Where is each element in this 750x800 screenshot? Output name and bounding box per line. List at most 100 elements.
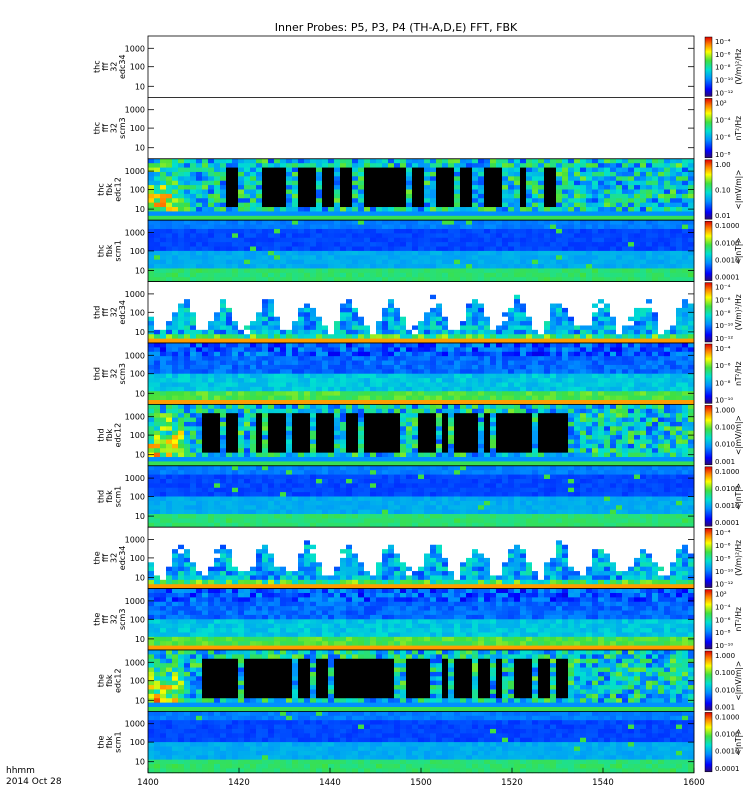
colorbar-unit: nT²/Hz	[734, 116, 743, 141]
colorbar-tick-label: 0.01	[715, 212, 731, 220]
panel-label-line: fbk	[105, 735, 114, 748]
panel-background	[148, 97, 694, 159]
colorbar-tick-label: 10⁻⁶	[715, 362, 731, 370]
y-tick-label: 100	[130, 124, 145, 133]
y-tick-label: 1000	[125, 597, 145, 606]
colorbar-tick-label: 0.001	[715, 703, 735, 711]
colorbar-tick-label: 10⁻¹⁰	[715, 642, 733, 650]
chart-title: Inner Probes: P5, P3, P4 (TH-A,D,E) FFT,…	[275, 21, 518, 34]
panel-label-line: the	[92, 551, 101, 564]
y-tick-label: 100	[130, 738, 145, 747]
y-tick-label: 100	[130, 554, 145, 563]
x-tick-label: 1420	[228, 778, 250, 788]
colorbar	[704, 282, 713, 343]
y-tick-label: 10	[135, 696, 145, 705]
panel-label-line: fff	[101, 62, 110, 71]
panel-label-line: fff	[101, 124, 110, 133]
spectrogram-image	[148, 158, 695, 221]
panel-label-line: edc34	[118, 300, 127, 325]
colorbar-tick-label: 0.0010	[715, 257, 740, 265]
y-tick-label: 100	[130, 308, 145, 317]
y-tick-label: 10	[135, 267, 145, 276]
colorbar-tick-label: 1.000	[715, 652, 735, 660]
y-tick-label: 10	[135, 635, 145, 644]
panel-label-line: scm1	[114, 486, 123, 507]
panel-label-line: 32	[109, 123, 118, 133]
x-caption-unit: hhmm	[6, 766, 35, 776]
colorbar-unit: nT²/Hz	[734, 361, 743, 386]
y-tick-label: 100	[130, 186, 145, 195]
panel-label-line: fff	[101, 369, 110, 378]
colorbar-tick-label: 10⁻¹⁰	[715, 568, 733, 576]
colorbar-tick-label: 10²	[715, 591, 727, 599]
spectrogram-image	[148, 711, 695, 774]
colorbar-tick-label: 10⁻⁴	[715, 529, 731, 537]
colorbar-unit: <|mV/m|>	[734, 170, 743, 210]
y-tick-label: 10	[135, 758, 145, 767]
y-tick-label: 1000	[125, 658, 145, 667]
colorbar-tick-label: 10⁻⁶	[715, 616, 731, 624]
colorbar-tick-label: 10⁻⁸	[715, 629, 731, 637]
panel-label-line: thd	[92, 367, 101, 380]
panel-label-line: thc	[92, 60, 101, 73]
colorbar-tick-label: 0.100	[715, 424, 735, 432]
y-tick-label: 10	[135, 512, 145, 521]
panel-label-line: thd	[97, 428, 106, 441]
panel-label-line: 32	[109, 553, 118, 563]
colorbar-tick-label: 10⁻⁸	[715, 309, 731, 317]
colorbar-unit: <|nT|>	[734, 237, 743, 264]
y-tick-label: 100	[130, 493, 145, 502]
colorbar-tick-label: 0.1000	[715, 222, 740, 230]
spectrogram-image	[148, 220, 695, 282]
spectrogram-image	[148, 281, 695, 344]
colorbar	[704, 527, 713, 588]
y-tick-label: 1000	[125, 351, 145, 360]
colorbar-tick-label: 0.0100	[715, 731, 740, 739]
panel-label-line: scm1	[114, 731, 123, 752]
colorbar-tick-label: 10⁻¹²	[715, 335, 733, 343]
panel-label-line: 32	[109, 62, 118, 72]
panel-label-line: the	[92, 613, 101, 626]
panel-label-line: fbk	[105, 490, 114, 503]
colorbar-unit: (V/m)²/Hz	[734, 294, 743, 330]
panel-label-line: 32	[109, 369, 118, 379]
panel-label-line: 32	[109, 307, 118, 317]
colorbar-tick-label: 0.0100	[715, 485, 740, 493]
colorbar-tick-label: 0.10	[715, 187, 731, 195]
colorbar-tick-label: 0.0010	[715, 502, 740, 510]
panel-label-line: fbk	[105, 183, 114, 196]
colorbar-tick-label: 10⁻⁸	[715, 379, 731, 387]
y-tick-label: 100	[130, 431, 145, 440]
colorbar	[704, 405, 713, 466]
colorbar-tick-label: 10⁻⁴	[715, 117, 731, 125]
panel-label-line: edc12	[114, 423, 123, 448]
panel-label-line: fbk	[105, 428, 114, 441]
colorbar-tick-label: 10⁻⁶	[715, 297, 731, 305]
panel-10: the fff 32 scm3 1000 100 10 10² 10⁻⁴ 10⁻⁶ 10⁻⁸ 10⁻¹…	[92, 588, 743, 651]
panel-label-line: the	[97, 735, 106, 748]
colorbar-tick-label: 0.100	[715, 669, 735, 677]
spectrogram-image	[148, 404, 695, 467]
y-tick-label: 100	[130, 370, 145, 379]
y-tick-label: 100	[130, 677, 145, 686]
colorbar-tick-label: 0.0001	[715, 274, 740, 282]
spectrogram-image	[148, 527, 695, 589]
colorbar-tick-label: 10⁻¹⁰	[715, 77, 733, 85]
colorbar	[704, 159, 713, 220]
spectrogram-image	[148, 465, 695, 528]
colorbar-unit: <|nT|>	[734, 483, 743, 510]
y-tick-label: 10	[135, 574, 145, 583]
colorbar	[704, 343, 713, 404]
panel-label-line: fff	[101, 615, 110, 624]
colorbar-tick-label: 10²	[715, 99, 727, 107]
colorbar	[704, 466, 713, 527]
y-tick-label: 1000	[125, 229, 145, 238]
x-tick-label: 1500	[410, 778, 432, 788]
colorbar-tick-label: 10⁻⁸	[715, 555, 731, 563]
y-tick-label: 1000	[125, 536, 145, 545]
